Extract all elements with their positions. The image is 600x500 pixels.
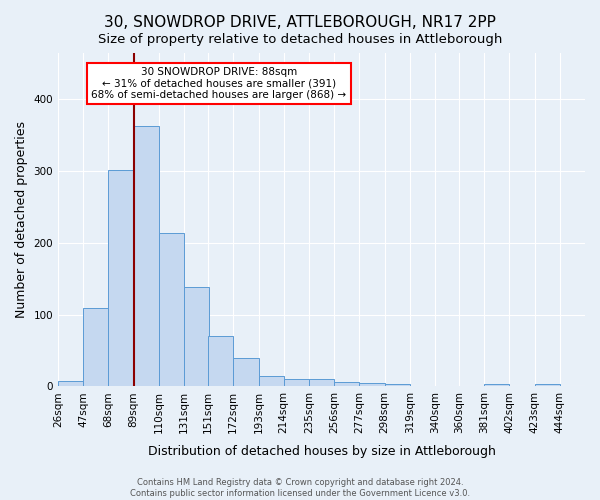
Bar bbox=[208, 336, 233, 386]
Bar bbox=[58, 380, 83, 386]
Bar bbox=[259, 376, 284, 386]
Text: Size of property relative to detached houses in Attleborough: Size of property relative to detached ho… bbox=[98, 32, 502, 46]
Bar bbox=[233, 358, 259, 386]
Bar bbox=[284, 378, 309, 386]
Bar bbox=[184, 288, 209, 386]
Bar bbox=[309, 379, 334, 386]
Text: 30 SNOWDROP DRIVE: 88sqm
← 31% of detached houses are smaller (391)
68% of semi-: 30 SNOWDROP DRIVE: 88sqm ← 31% of detach… bbox=[91, 67, 346, 100]
Text: Contains HM Land Registry data © Crown copyright and database right 2024.
Contai: Contains HM Land Registry data © Crown c… bbox=[130, 478, 470, 498]
Bar bbox=[359, 383, 385, 386]
Bar bbox=[334, 382, 359, 386]
Y-axis label: Number of detached properties: Number of detached properties bbox=[15, 121, 28, 318]
X-axis label: Distribution of detached houses by size in Attleborough: Distribution of detached houses by size … bbox=[148, 444, 496, 458]
Bar bbox=[484, 384, 509, 386]
Bar bbox=[109, 170, 134, 386]
Bar bbox=[385, 384, 410, 386]
Bar bbox=[83, 308, 109, 386]
Bar bbox=[535, 384, 560, 386]
Bar bbox=[134, 126, 159, 386]
Text: 30, SNOWDROP DRIVE, ATTLEBOROUGH, NR17 2PP: 30, SNOWDROP DRIVE, ATTLEBOROUGH, NR17 2… bbox=[104, 15, 496, 30]
Bar bbox=[159, 234, 184, 386]
